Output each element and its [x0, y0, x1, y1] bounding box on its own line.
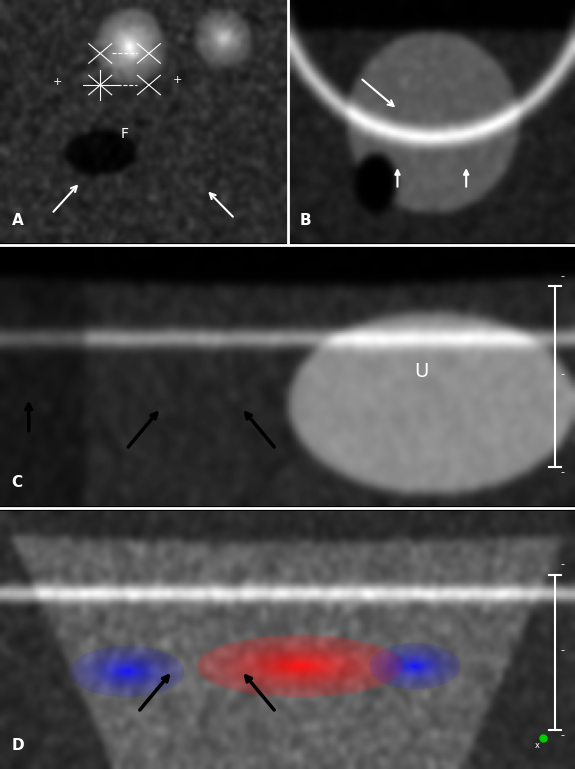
Text: x: x	[535, 741, 540, 751]
Text: -: -	[561, 644, 565, 654]
Text: -: -	[561, 730, 565, 740]
Text: -: -	[561, 271, 565, 281]
Text: U: U	[414, 362, 428, 381]
Text: B: B	[300, 213, 312, 228]
Text: C: C	[12, 475, 22, 491]
Text: A: A	[12, 213, 23, 228]
Text: F: F	[120, 127, 128, 141]
Text: +: +	[52, 77, 62, 87]
Text: -: -	[561, 467, 565, 477]
Text: D: D	[12, 738, 24, 754]
Text: +: +	[173, 75, 182, 85]
Text: -: -	[561, 560, 565, 570]
Text: -: -	[561, 369, 565, 379]
